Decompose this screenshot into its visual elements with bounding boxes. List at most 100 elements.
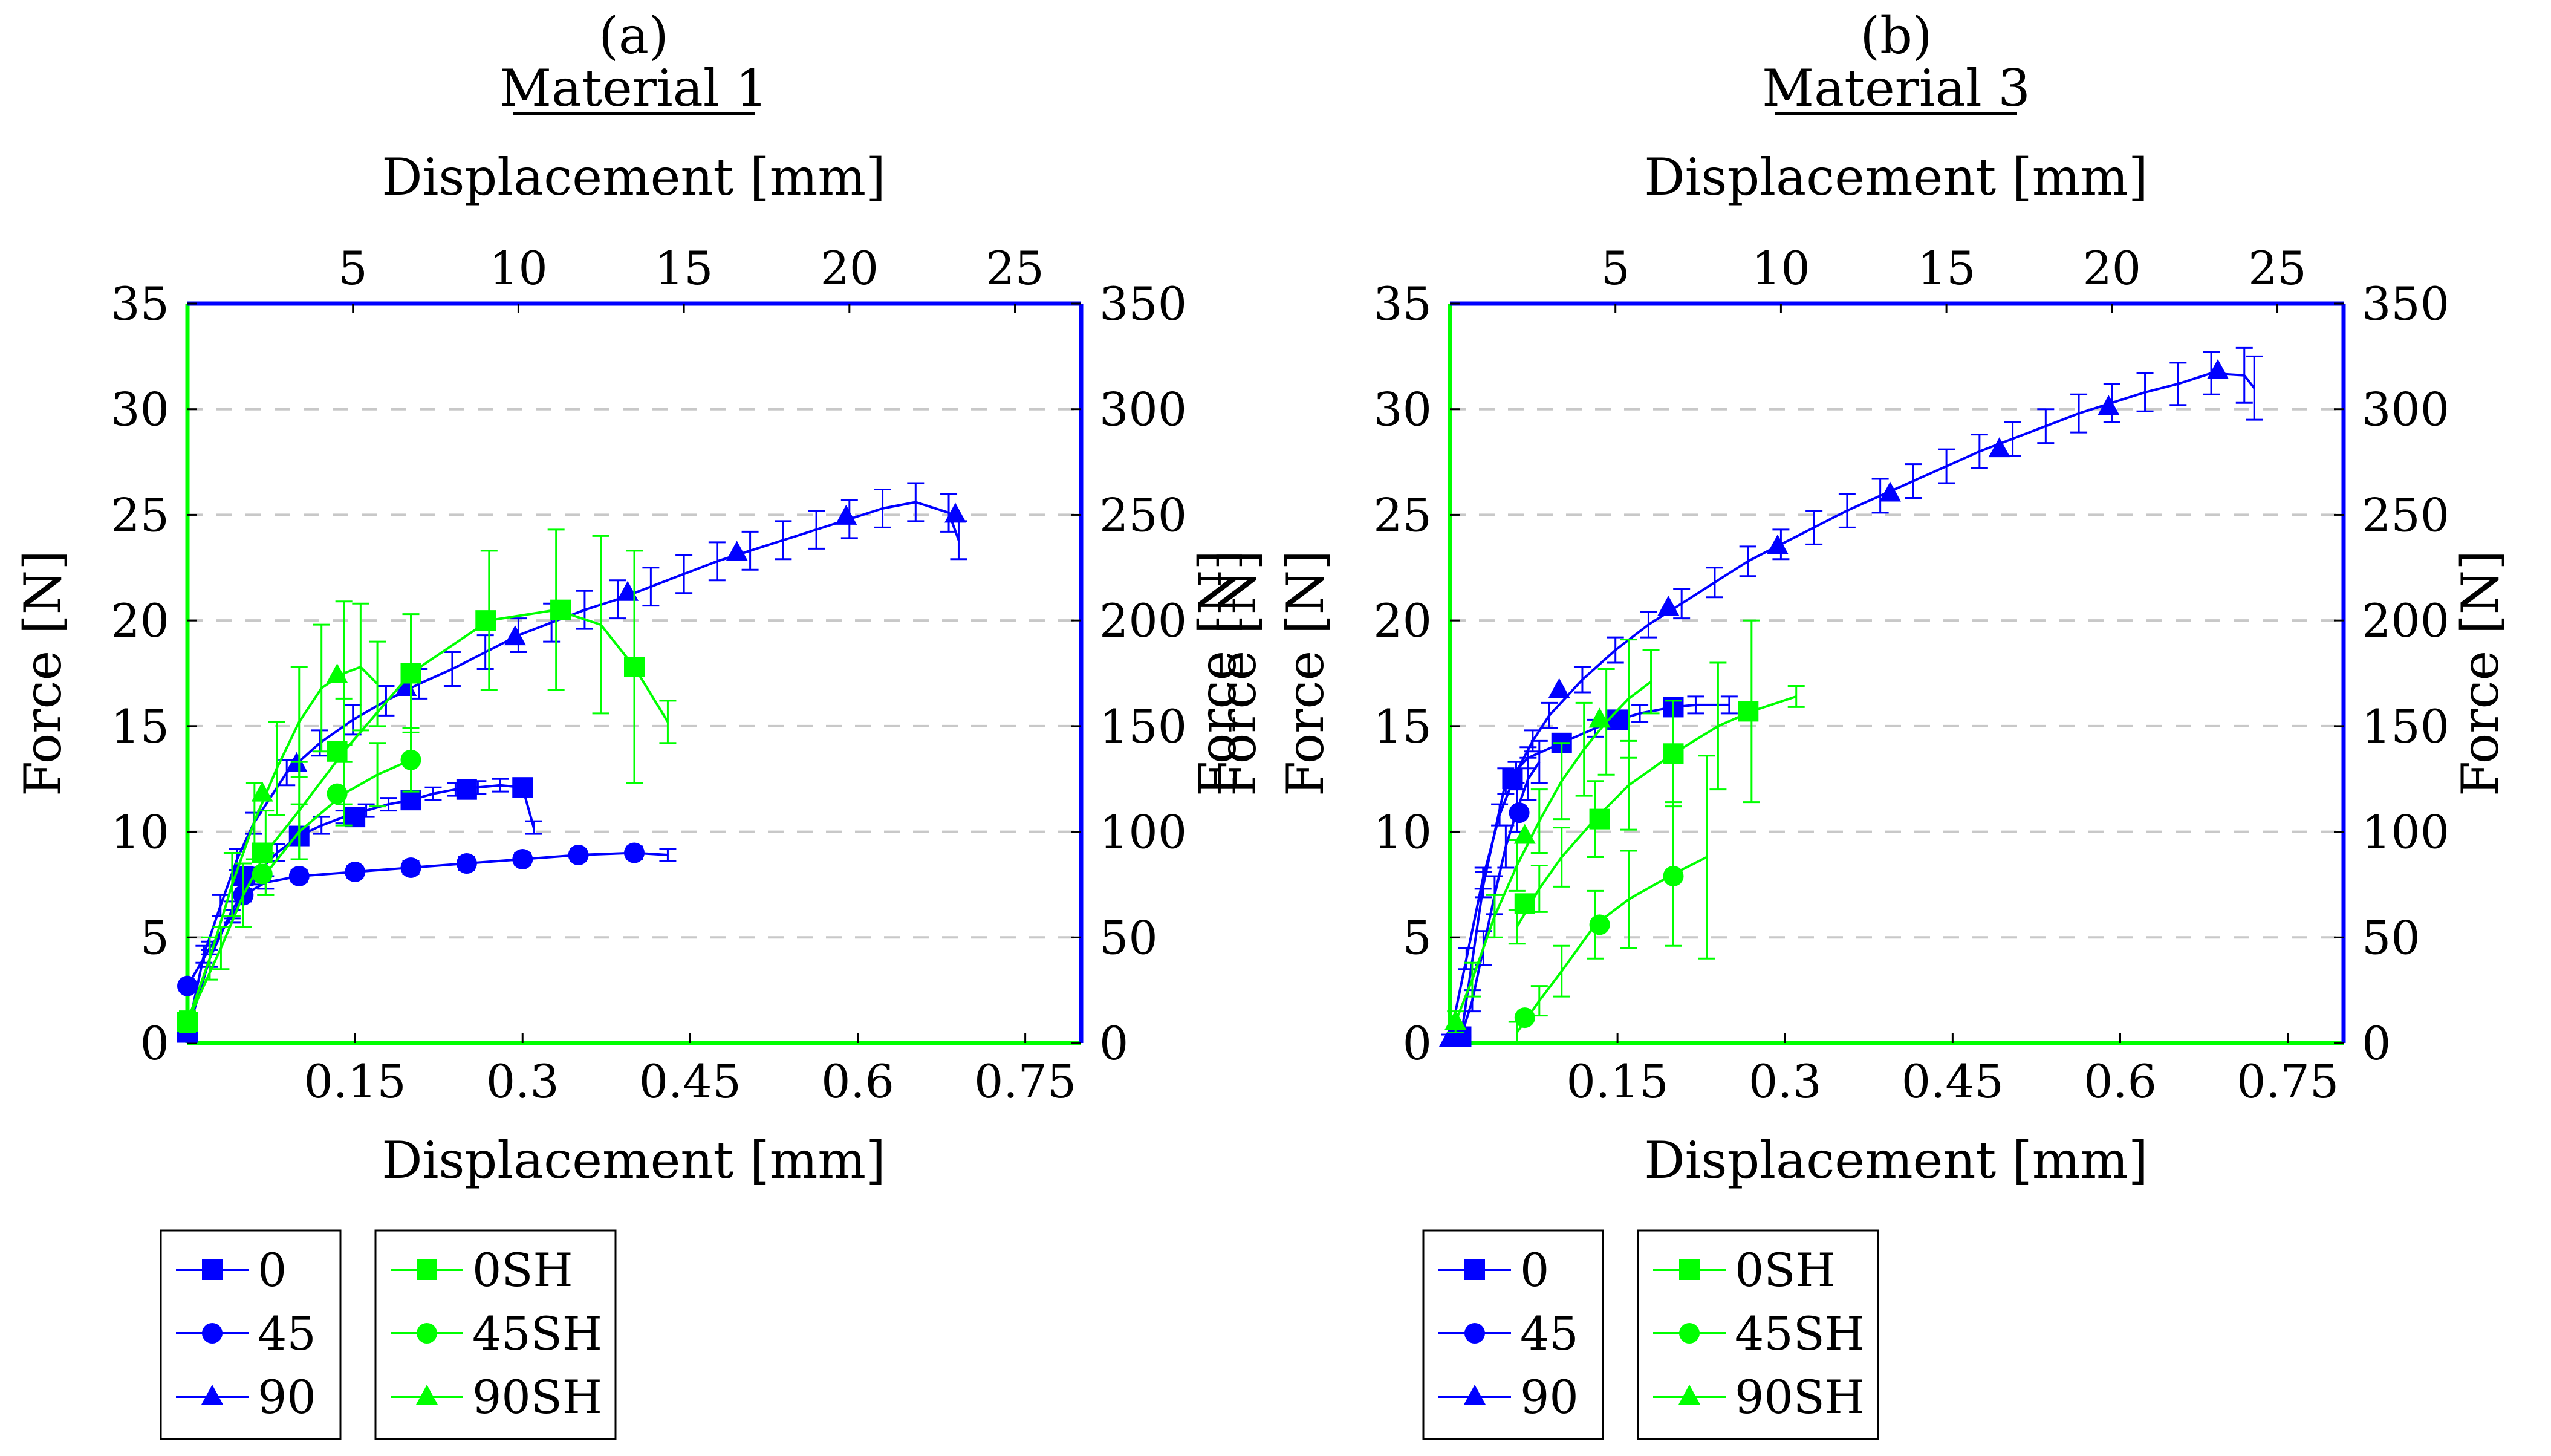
data-point bbox=[1607, 709, 1628, 730]
series-90SH bbox=[177, 600, 386, 1034]
data-point bbox=[2206, 359, 2229, 379]
x2-tick-label: 5 bbox=[1601, 241, 1630, 295]
y2-tick-label: 300 bbox=[1099, 383, 1187, 437]
x2-tick-label: 10 bbox=[489, 241, 548, 295]
y2-tick-label: 0 bbox=[2362, 1016, 2391, 1070]
y2-tick-label: 50 bbox=[2362, 911, 2420, 964]
y-axis-label-secondary: Force [N] bbox=[1208, 550, 1267, 796]
data-point bbox=[456, 779, 477, 800]
legend-marker bbox=[1464, 1385, 1486, 1405]
legend-specimens: 0 45 90 bbox=[160, 1229, 342, 1440]
y-tick-label: 10 bbox=[1373, 805, 1432, 859]
data-point bbox=[2098, 395, 2120, 415]
legend-marker bbox=[202, 1323, 223, 1344]
data-point bbox=[1766, 534, 1789, 554]
x2-tick-label: 25 bbox=[2248, 241, 2307, 295]
data-point bbox=[617, 580, 639, 601]
data-point bbox=[1444, 1010, 1467, 1030]
data-point bbox=[726, 541, 748, 561]
y-tick-label: 10 bbox=[111, 805, 169, 859]
series-90SH bbox=[1444, 639, 1660, 1034]
y2-axis-label: Force [N] bbox=[2451, 550, 2510, 796]
data-point bbox=[251, 781, 273, 802]
legend-sh-specimens: 0SH 45SH 90SH bbox=[374, 1229, 617, 1440]
y2-axis-label: Force [N] bbox=[1188, 550, 1247, 796]
x2-tick-label: 15 bbox=[655, 241, 713, 295]
series-45SH bbox=[1508, 755, 1715, 1044]
data-point bbox=[512, 777, 533, 798]
series-0SH bbox=[177, 528, 677, 1033]
y-tick-label: 20 bbox=[111, 594, 169, 648]
legend-marker bbox=[1679, 1323, 1700, 1344]
legend-marker bbox=[416, 1385, 438, 1405]
legend-label: 0SH bbox=[1735, 1243, 1836, 1297]
data-point bbox=[400, 749, 421, 770]
data-point bbox=[1663, 865, 1684, 886]
x-tick-label: 0.15 bbox=[1567, 1055, 1669, 1108]
legend-marker bbox=[1464, 1323, 1485, 1344]
y2-tick-label: 100 bbox=[1099, 805, 1187, 859]
data-point bbox=[835, 504, 857, 525]
x-axis-label: Displacement [mm] bbox=[1644, 1131, 2148, 1190]
legend-label: 90SH bbox=[472, 1370, 602, 1424]
data-point bbox=[1588, 707, 1611, 728]
data-point bbox=[326, 663, 348, 683]
legend-label: 0SH bbox=[472, 1243, 573, 1297]
y2-tick-label: 250 bbox=[1099, 488, 1187, 542]
y2-tick-label: 50 bbox=[1099, 911, 1158, 964]
data-point bbox=[504, 625, 526, 646]
y-tick-label: 0 bbox=[1403, 1016, 1432, 1070]
y2-tick-label: 200 bbox=[1099, 594, 1187, 648]
series-90 bbox=[1439, 346, 2263, 1047]
data-point bbox=[1514, 1007, 1535, 1029]
legend-sh-specimens: 0SH 45SH 90SH bbox=[1637, 1229, 1879, 1440]
x2-axis-label: Displacement [mm] bbox=[1644, 148, 2148, 207]
y-tick-label: 35 bbox=[1373, 277, 1432, 331]
legend-box bbox=[1422, 1229, 1604, 1440]
y2-tick-label: 200 bbox=[2362, 594, 2449, 648]
legend-box bbox=[1637, 1229, 1879, 1440]
data-point bbox=[1589, 914, 1610, 935]
series-0 bbox=[1451, 695, 1738, 1047]
legend-marker bbox=[202, 1259, 223, 1280]
data-point bbox=[252, 863, 273, 885]
legend-marker bbox=[1678, 1385, 1700, 1405]
series-90 bbox=[177, 482, 967, 1042]
series-line bbox=[186, 666, 379, 1022]
data-point bbox=[568, 845, 589, 866]
data-point bbox=[475, 610, 496, 631]
data-point bbox=[400, 790, 421, 811]
y2-tick-label: 150 bbox=[1099, 700, 1187, 753]
series-line bbox=[1516, 695, 1797, 928]
y-tick-label: 20 bbox=[1373, 594, 1432, 648]
panel-label: (b) bbox=[1860, 6, 1932, 65]
y2-tick-label: 350 bbox=[1099, 277, 1187, 331]
chart-title: Material 3 bbox=[1762, 59, 2030, 118]
legend-label: 0 bbox=[258, 1243, 287, 1297]
x-tick-label: 0.3 bbox=[486, 1055, 559, 1108]
x-tick-label: 0.6 bbox=[821, 1055, 894, 1108]
series-line bbox=[1454, 680, 1652, 1022]
legend-label: 45 bbox=[258, 1307, 316, 1360]
panel-a: (a)Material 1 Displacement [mm] Displaceme… bbox=[13, 6, 1247, 1440]
legend-marker bbox=[417, 1259, 437, 1280]
data-point bbox=[512, 848, 533, 869]
legend-box bbox=[160, 1229, 342, 1440]
y-tick-label: 30 bbox=[1373, 383, 1432, 437]
y2-tick-label: 0 bbox=[1099, 1016, 1128, 1070]
x-tick-label: 0.75 bbox=[974, 1055, 1076, 1108]
x-axis-label: Displacement [mm] bbox=[382, 1131, 886, 1190]
y2-tick-label: 100 bbox=[2362, 805, 2449, 859]
y2-tick-label: 150 bbox=[2362, 700, 2449, 753]
series-45 bbox=[177, 842, 677, 996]
legend-marker bbox=[417, 1323, 437, 1344]
series-0SH bbox=[1508, 619, 1805, 945]
y-axis-label: Force [N] bbox=[1276, 550, 1335, 796]
data-point bbox=[1589, 808, 1610, 830]
legend-marker bbox=[1679, 1259, 1700, 1280]
y-tick-label: 25 bbox=[1373, 488, 1432, 542]
legend-label: 45 bbox=[1520, 1307, 1579, 1360]
data-point bbox=[345, 807, 366, 828]
x2-tick-label: 15 bbox=[1917, 241, 1976, 295]
data-point bbox=[1509, 802, 1530, 824]
